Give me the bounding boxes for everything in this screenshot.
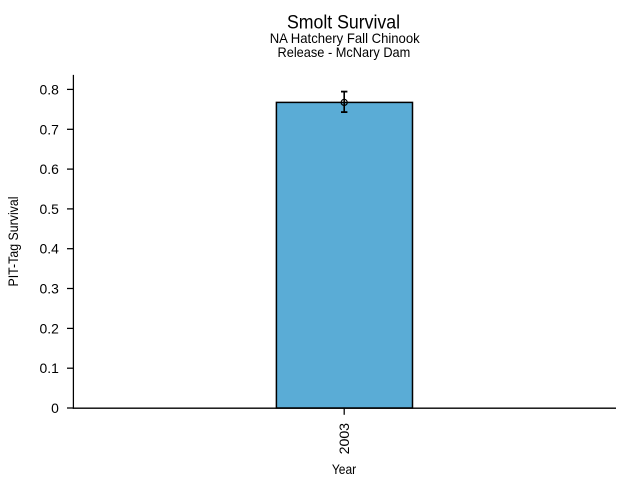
- svg-text:0.3: 0.3: [39, 281, 59, 297]
- svg-text:0.8: 0.8: [39, 81, 59, 97]
- svg-text:0: 0: [51, 400, 59, 416]
- svg-text:0.6: 0.6: [39, 161, 59, 177]
- svg-text:2003: 2003: [336, 423, 352, 455]
- svg-text:0.7: 0.7: [39, 121, 59, 137]
- svg-text:0.1: 0.1: [39, 360, 59, 376]
- svg-text:0.4: 0.4: [39, 241, 59, 257]
- svg-text:NA Hatchery Fall Chinook: NA Hatchery Fall Chinook: [270, 30, 420, 46]
- svg-text:PIT-Tag Survival: PIT-Tag Survival: [5, 197, 21, 287]
- svg-text:Year: Year: [332, 461, 357, 477]
- svg-text:Release - McNary Dam: Release - McNary Dam: [278, 44, 411, 60]
- svg-text:0.2: 0.2: [39, 320, 59, 336]
- svg-text:0.5: 0.5: [39, 201, 59, 217]
- svg-text:Smolt Survival: Smolt Survival: [287, 12, 400, 34]
